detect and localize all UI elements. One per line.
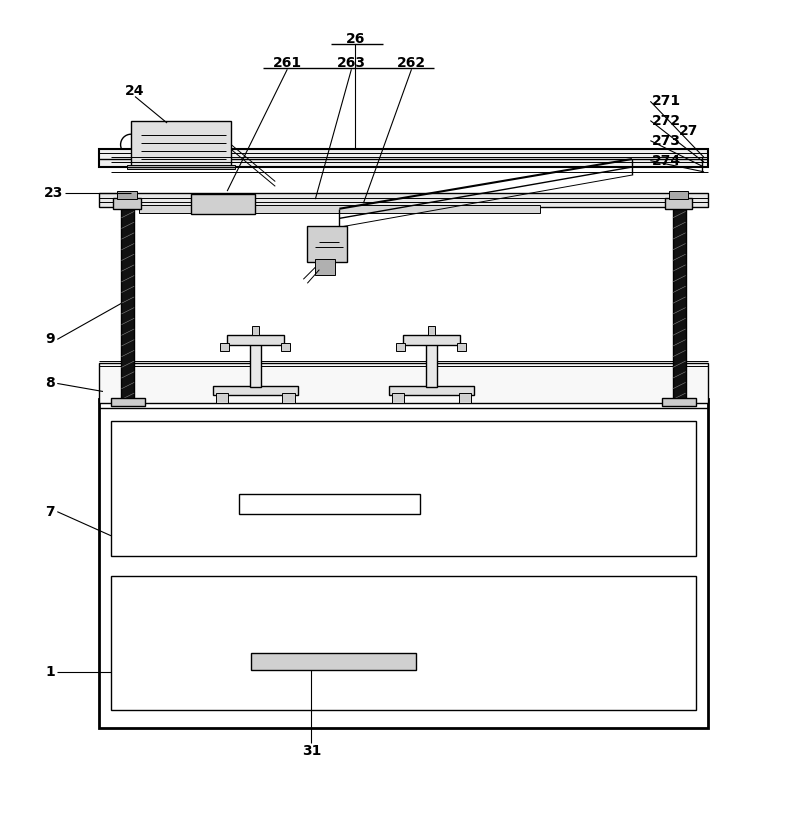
Bar [281, 343, 290, 351]
Text: 24: 24 [125, 84, 144, 98]
Text: 273: 273 [652, 134, 681, 148]
Text: 27: 27 [679, 124, 698, 138]
Bar [117, 191, 136, 199]
Circle shape [316, 200, 323, 206]
Text: 272: 272 [652, 113, 681, 128]
Text: 23: 23 [44, 186, 63, 200]
Bar [99, 399, 708, 728]
Bar [669, 191, 688, 199]
Bar [215, 393, 228, 403]
Bar [111, 398, 144, 406]
Bar [665, 197, 692, 209]
Bar [389, 385, 475, 395]
Bar [99, 149, 708, 167]
Bar [673, 207, 686, 399]
Text: 8: 8 [45, 377, 55, 390]
Bar [316, 259, 336, 275]
Bar [131, 121, 231, 167]
Bar [191, 193, 255, 214]
Text: 1: 1 [45, 665, 55, 679]
Bar [429, 326, 435, 335]
Bar [251, 653, 416, 671]
Bar [459, 393, 471, 403]
Bar [392, 393, 404, 403]
Bar [307, 226, 347, 262]
Bar [252, 326, 258, 335]
Bar [250, 343, 261, 387]
Text: 26: 26 [345, 32, 365, 46]
Bar [282, 393, 295, 403]
Text: 274: 274 [652, 154, 681, 168]
Bar [663, 398, 696, 406]
Text: 261: 261 [273, 56, 302, 70]
Bar [127, 165, 235, 170]
Bar [227, 335, 284, 345]
Bar [458, 343, 466, 351]
Circle shape [304, 200, 311, 206]
Bar [139, 205, 540, 213]
Bar [403, 335, 460, 345]
Bar [113, 197, 140, 209]
Text: 263: 263 [337, 56, 366, 70]
Text: 271: 271 [652, 95, 681, 108]
Bar [111, 421, 696, 556]
Text: 9: 9 [45, 333, 55, 346]
Bar [111, 576, 696, 710]
Text: 31: 31 [302, 743, 321, 757]
Circle shape [292, 200, 299, 206]
Text: 7: 7 [45, 504, 55, 518]
Bar [220, 343, 228, 351]
Bar [99, 363, 708, 403]
Bar [99, 192, 708, 207]
Bar [213, 385, 298, 395]
Text: 262: 262 [397, 56, 426, 70]
Bar [426, 343, 437, 387]
Bar [396, 343, 405, 351]
Bar [239, 494, 420, 514]
Bar [121, 207, 134, 399]
